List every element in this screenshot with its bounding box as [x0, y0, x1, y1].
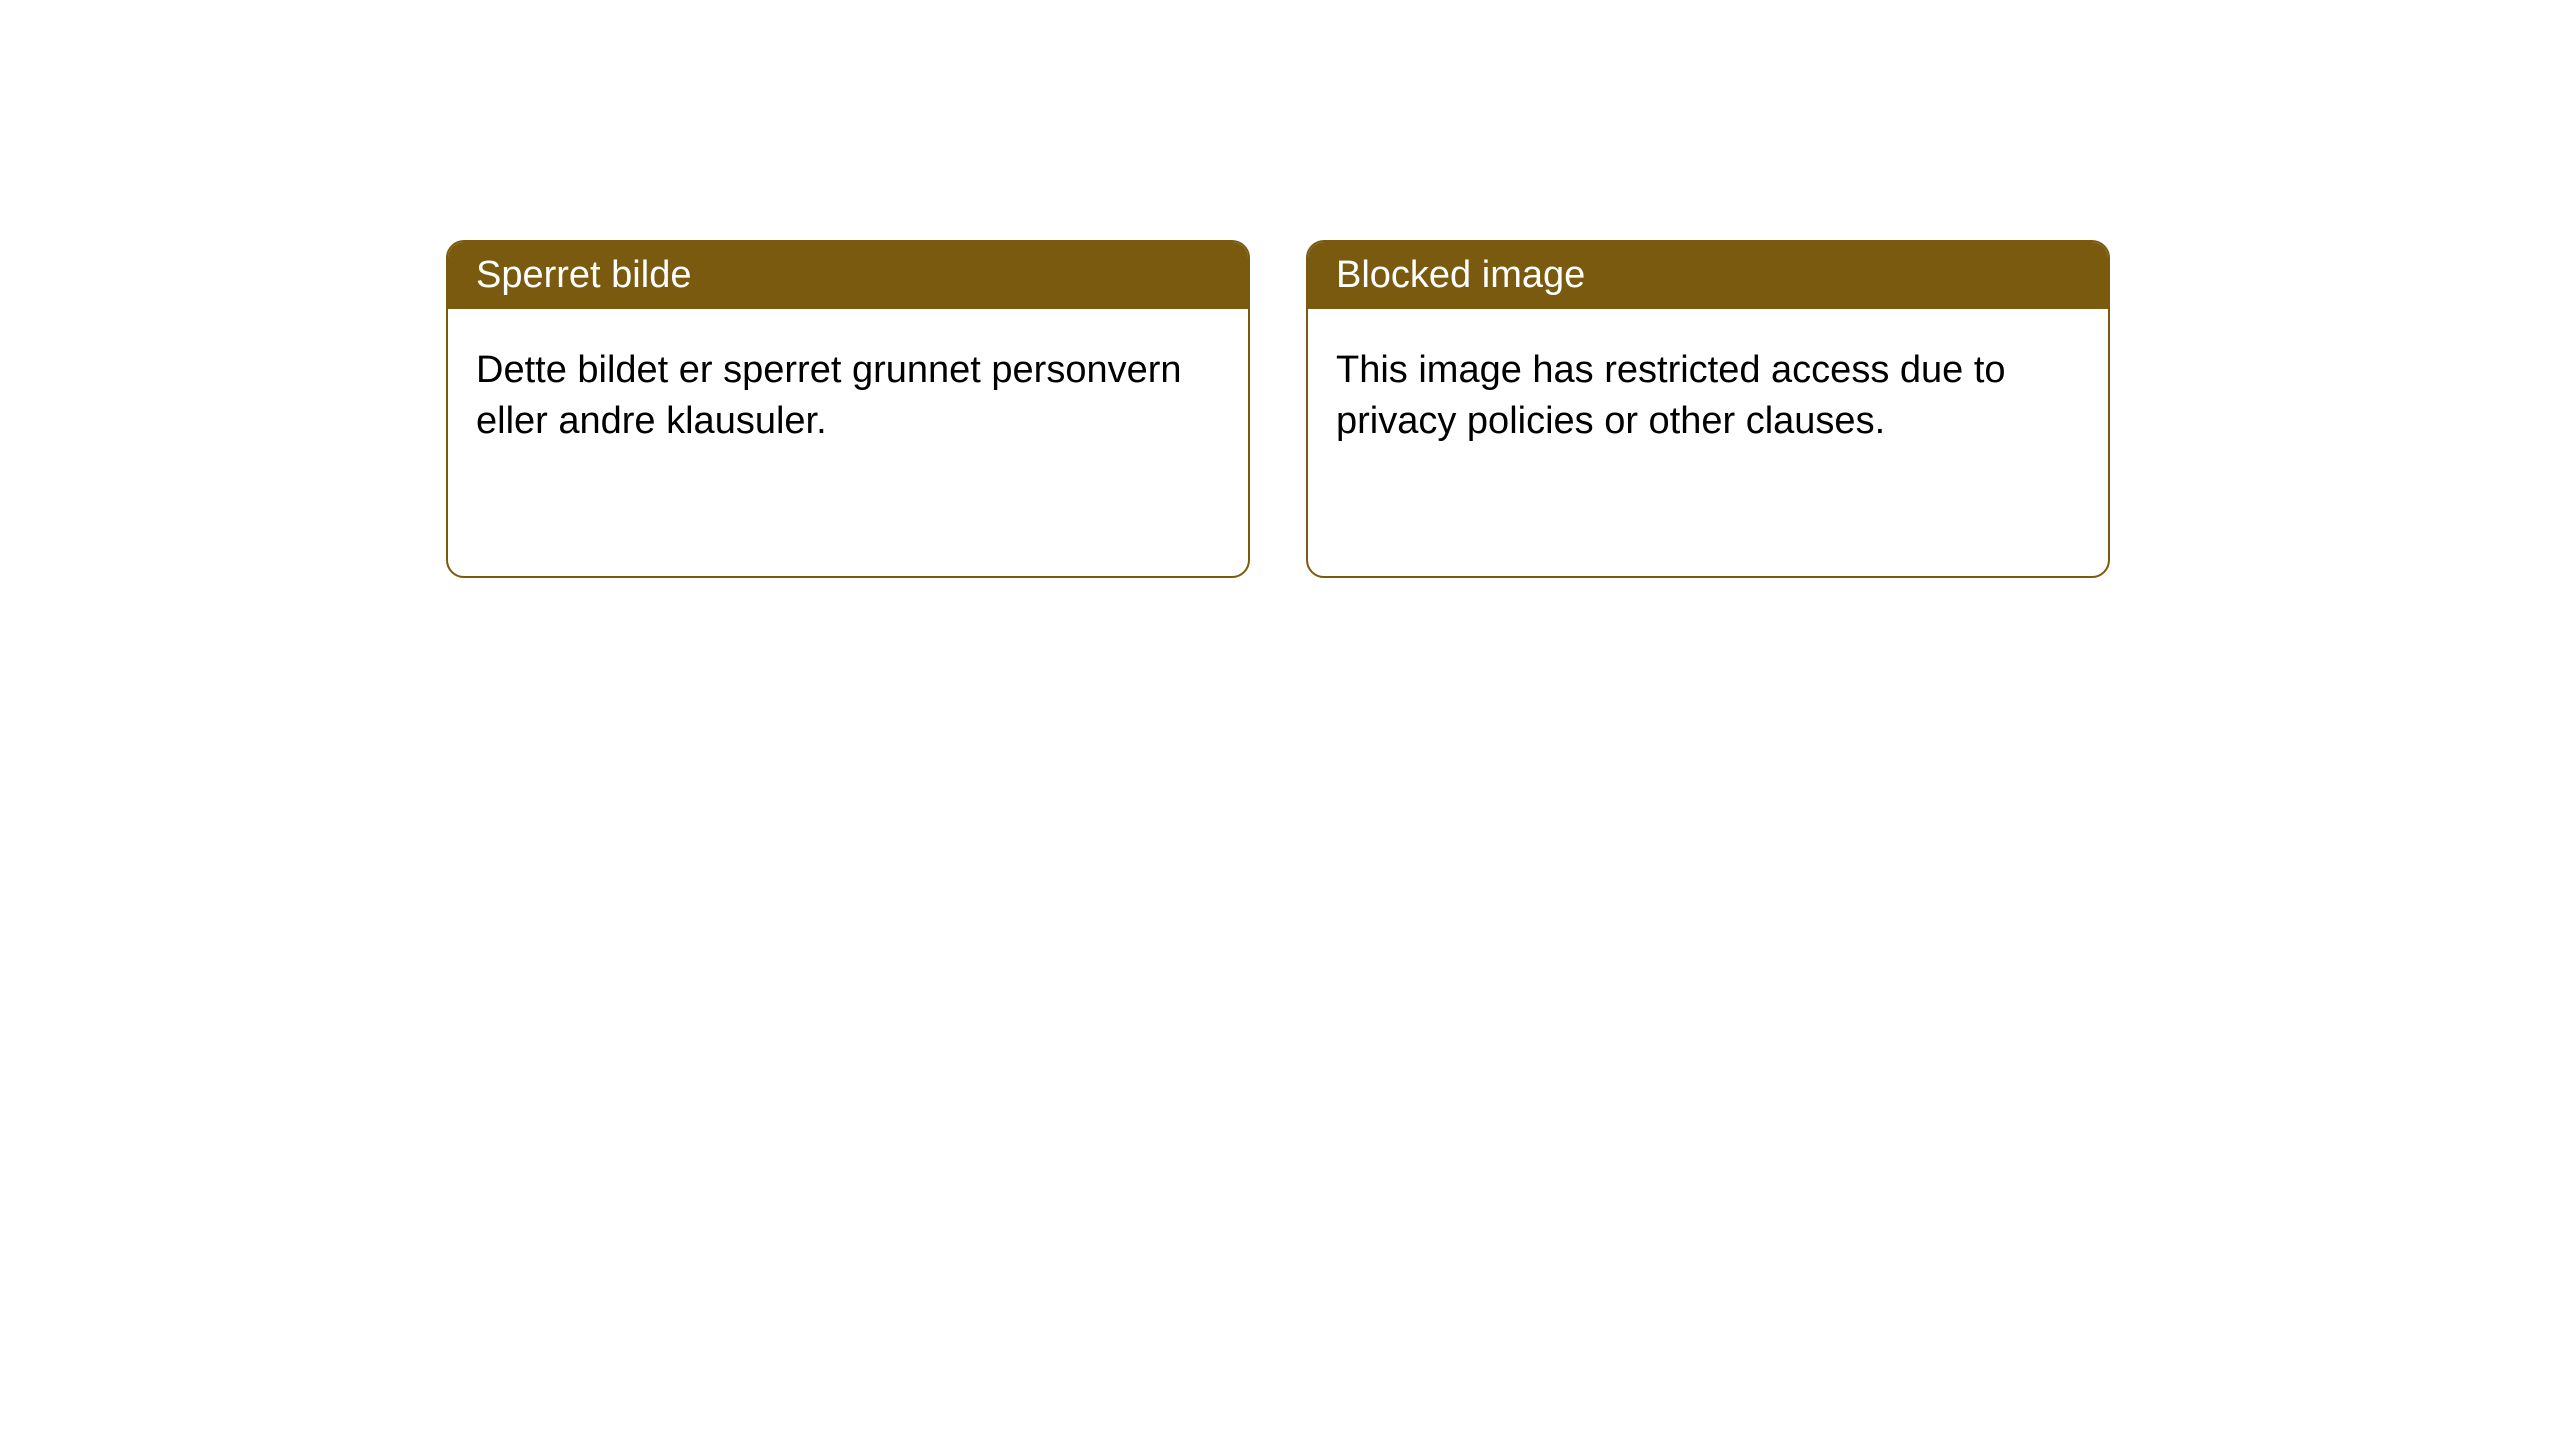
notice-card-body: This image has restricted access due to …: [1308, 309, 2108, 484]
notice-container: Sperret bilde Dette bildet er sperret gr…: [0, 0, 2560, 578]
notice-card-english: Blocked image This image has restricted …: [1306, 240, 2110, 578]
notice-card-body: Dette bildet er sperret grunnet personve…: [448, 309, 1248, 484]
notice-card-title: Blocked image: [1308, 242, 2108, 309]
notice-card-norwegian: Sperret bilde Dette bildet er sperret gr…: [446, 240, 1250, 578]
notice-card-title: Sperret bilde: [448, 242, 1248, 309]
